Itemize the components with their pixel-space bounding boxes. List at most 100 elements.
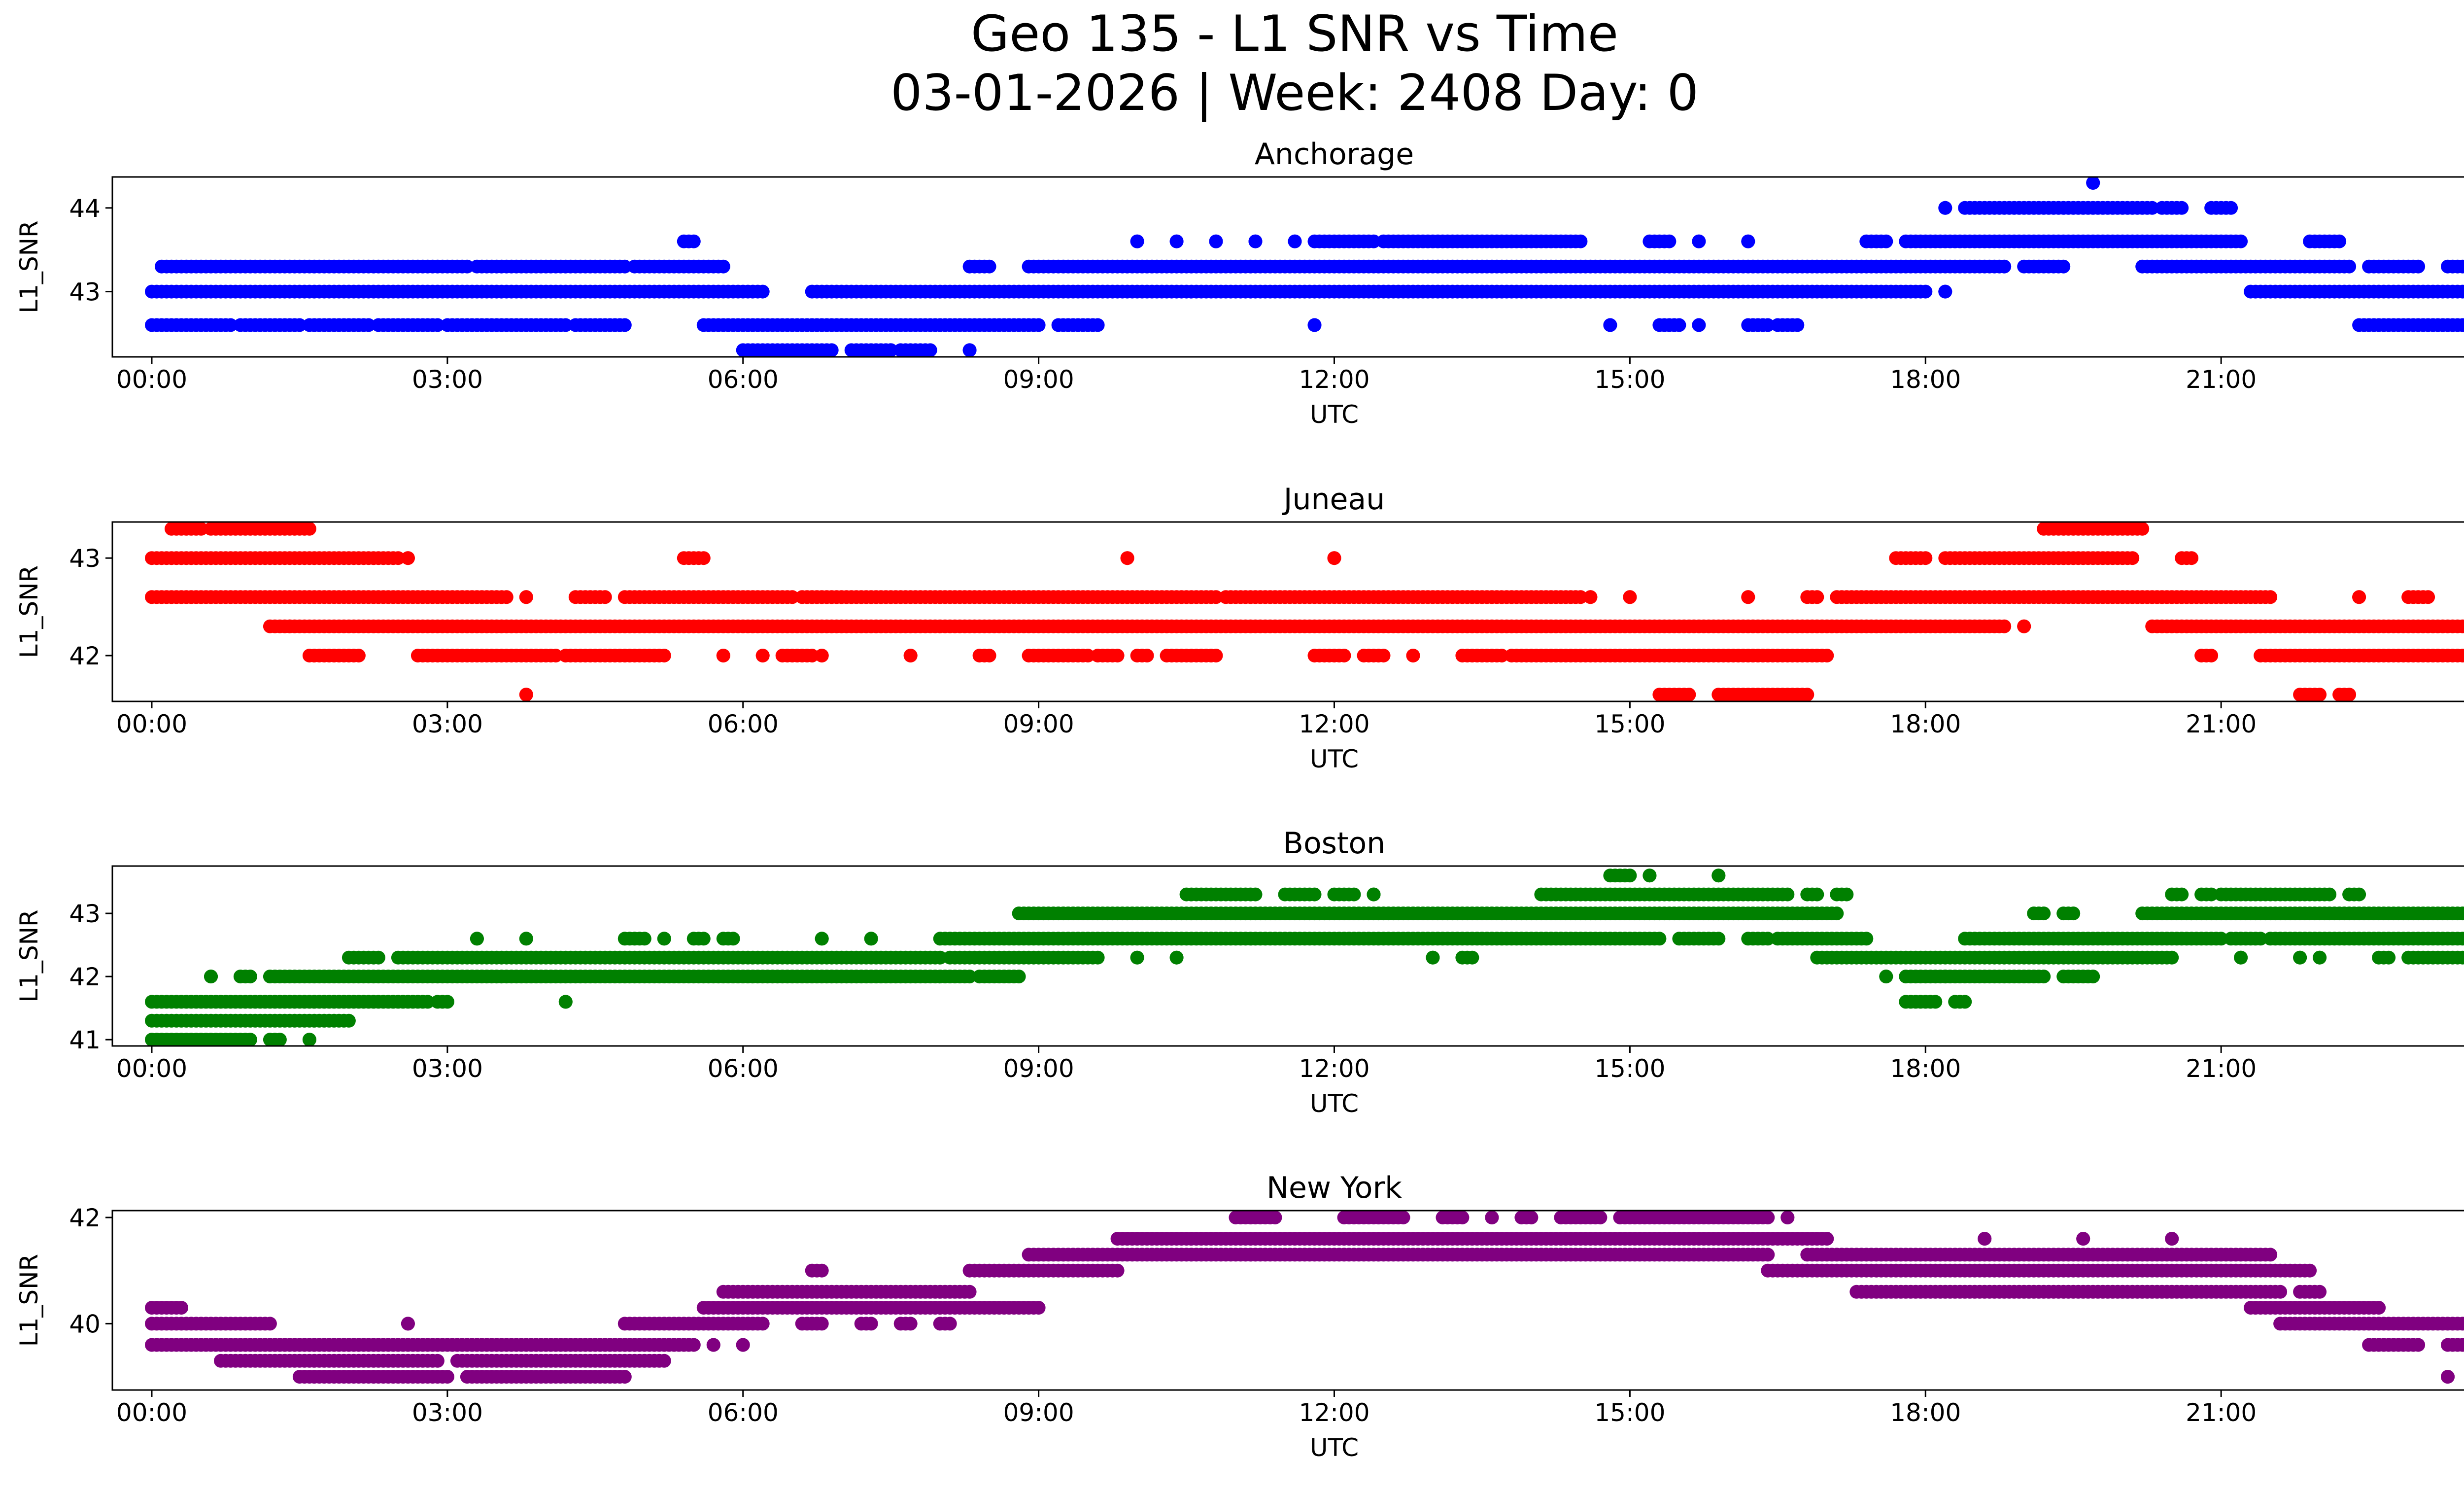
y-tick-label: 43 (69, 544, 101, 573)
data-point (1169, 950, 1184, 965)
data-point (302, 522, 316, 536)
snr-band-41-6 (145, 995, 1972, 1009)
x-tick-label: 09:00 (1003, 365, 1074, 394)
data-point (1761, 318, 1775, 332)
data-point (716, 259, 730, 274)
data-point (657, 649, 671, 662)
data-point (2254, 932, 2268, 946)
data-point (1761, 932, 1775, 946)
x-tick-label: 12:00 (1299, 365, 1369, 394)
data-point (617, 318, 632, 332)
snr-band-40-3 (145, 1301, 2386, 1315)
snr-band-43-3 (165, 522, 2150, 536)
data-point (2411, 1338, 2426, 1352)
data-point (2313, 950, 2327, 965)
x-tick-label: 00:00 (116, 365, 187, 394)
data-point (420, 995, 435, 1009)
data-point (1928, 995, 1943, 1009)
panel-juneau: 00:00 03:00 06:00 09:00 12:00 15:00 18:00 21:00… (15, 482, 2464, 773)
data-point (903, 649, 918, 662)
data-point (391, 551, 405, 565)
axes-frame (111, 521, 2464, 702)
data-point (903, 1317, 918, 1331)
snr-band-42-6 (470, 932, 2464, 946)
data-point (499, 590, 513, 604)
data-point (2066, 906, 2081, 921)
snr-band-41-6 (519, 688, 2357, 701)
data-point (1997, 619, 2012, 633)
data-point (755, 649, 770, 662)
data-point (1347, 887, 1361, 902)
data-point (2204, 887, 2219, 902)
x-tick-label: 03:00 (412, 1054, 483, 1083)
data-point (2461, 907, 2464, 920)
data-point (1780, 887, 1795, 902)
data-point (1495, 649, 1509, 662)
data-point (243, 1033, 257, 1046)
data-point (2313, 1285, 2327, 1299)
data-point (1938, 284, 1952, 299)
data-point (2234, 950, 2248, 965)
data-point (962, 970, 977, 984)
data-point (1574, 590, 1588, 604)
data-point (204, 970, 218, 984)
data-point (2323, 887, 2337, 902)
data-point (1012, 970, 1026, 984)
y-axis-label: L1_SNR (15, 565, 43, 659)
x-tick-label: 00:00 (116, 1054, 187, 1083)
data-point (2224, 201, 2238, 215)
data-point (1879, 970, 1893, 984)
data-point (1692, 318, 1706, 332)
data-point (1830, 906, 1844, 921)
snr-band-42-6 (145, 590, 2435, 604)
data-point (1810, 887, 1824, 902)
data-point (617, 1370, 632, 1384)
scatter-points (145, 1211, 2464, 1384)
data-point (2145, 201, 2159, 215)
y-tick-label: 42 (69, 642, 101, 670)
data-point (755, 284, 770, 299)
scatter-points (145, 522, 2464, 701)
data-point (2293, 950, 2307, 965)
data-point (815, 649, 829, 662)
x-tick-label: 09:00 (1003, 1054, 1074, 1083)
data-point (1307, 887, 1322, 902)
data-point (1810, 590, 1824, 604)
data-point (2037, 906, 2051, 921)
data-point (2273, 1285, 2288, 1299)
scatter-points (145, 869, 2464, 1046)
snr-band-43 (145, 551, 2199, 565)
data-point (2234, 234, 2248, 248)
data-point (617, 259, 632, 274)
figure-title-line2: 03-01-2026 | Week: 2408 Day: 0 (890, 64, 1699, 122)
data-point (1110, 649, 1125, 662)
y-axis-label: L1_SNR (15, 220, 43, 313)
scatter-points (145, 177, 2464, 357)
data-point (430, 1354, 445, 1368)
data-point (2204, 649, 2219, 662)
snr-band-39-6 (145, 1338, 2464, 1352)
data-point (2125, 551, 2140, 565)
data-point (2352, 590, 2366, 604)
data-point (785, 590, 799, 604)
data-point (1840, 887, 1854, 902)
data-point (519, 590, 533, 604)
subplot-title-juneau: Juneau (1282, 482, 1385, 517)
data-point (1248, 887, 1263, 902)
y-axis-label: L1_SNR (15, 909, 43, 1003)
data-point (558, 318, 573, 332)
snr-band-42-3 (736, 343, 977, 357)
data-point (706, 1338, 720, 1352)
snr-band-40-6 (716, 1285, 2327, 1299)
data-point (263, 1317, 277, 1331)
snr-band-39-3 (214, 1354, 671, 1368)
x-tick-label: 06:00 (708, 710, 779, 738)
x-tick-label: 21:00 (2186, 1054, 2257, 1083)
y-tick-label: 42 (69, 963, 101, 991)
data-point (2017, 619, 2031, 633)
data-point (1711, 932, 1726, 946)
data-point (2372, 1301, 2386, 1315)
data-point (401, 551, 415, 565)
data-point (1643, 869, 1657, 883)
